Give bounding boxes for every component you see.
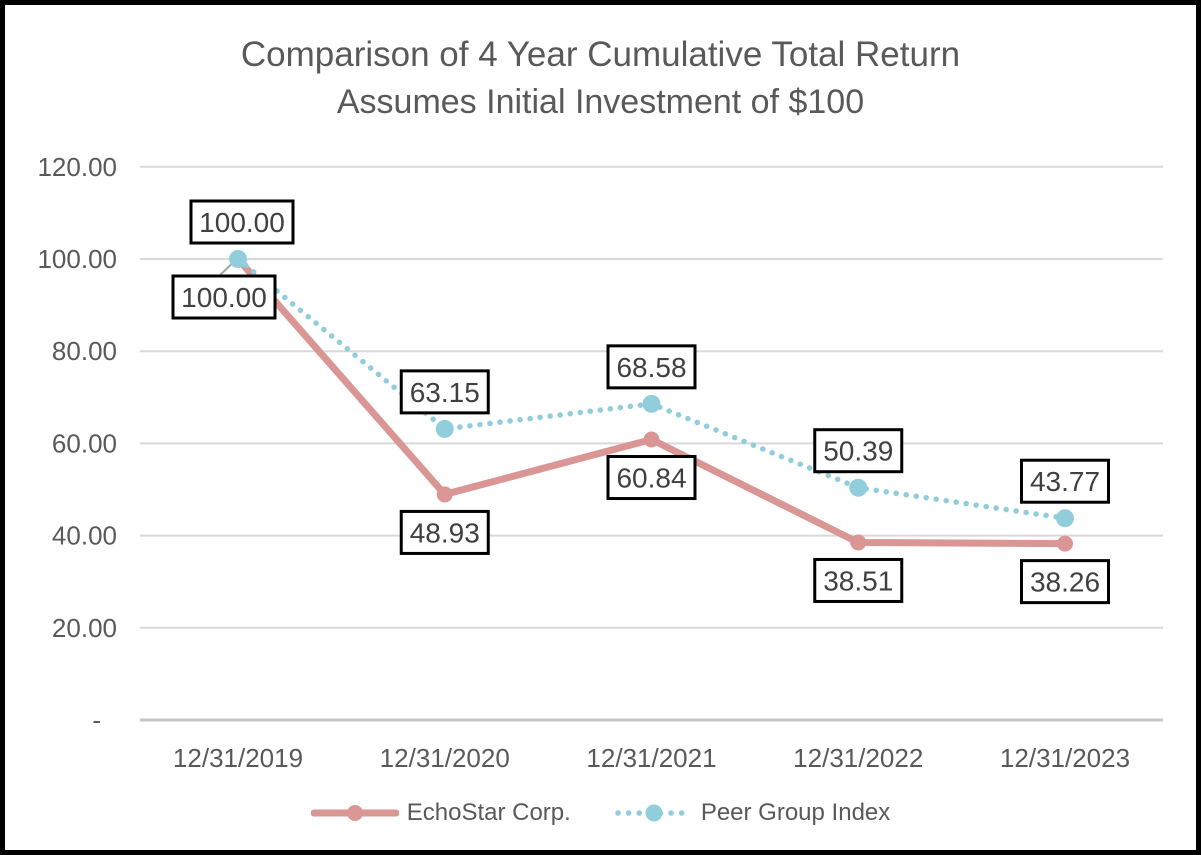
data-label: 60.84	[616, 463, 686, 494]
y-tick-label: 20.00	[52, 613, 117, 643]
data-point-echostar	[1057, 535, 1073, 552]
data-label-box	[813, 428, 904, 474]
data-label: 68.58	[616, 352, 686, 383]
data-label: 50.39	[823, 436, 893, 467]
x-tick-label: 12/31/2020	[380, 743, 510, 773]
legend-item-echostar: EchoStar Corp.	[310, 799, 571, 827]
y-tick-label: 40.00	[52, 521, 117, 551]
data-label: 38.51	[823, 565, 893, 596]
data-label: 100.00	[181, 282, 267, 313]
y-tick-label: 120.00	[37, 152, 117, 182]
data-label: 63.15	[410, 377, 480, 408]
y-tick-label: 100.00	[37, 244, 117, 274]
data-label-box	[813, 557, 904, 603]
data-point-peer-group	[642, 394, 661, 413]
legend-label-echostar: EchoStar Corp.	[406, 799, 571, 826]
y-tick-label: 60.00	[52, 428, 117, 458]
echostar-solid-line-icon	[310, 805, 399, 821]
data-point-peer-group	[1056, 509, 1074, 528]
peer-dotted-line-icon	[615, 804, 693, 822]
legend: EchoStar Corp. Peer Group Index	[5, 794, 1196, 832]
data-label-box	[1020, 458, 1110, 504]
data-label-box	[399, 369, 490, 415]
data-label-box	[171, 274, 277, 320]
data-label: 100.00	[199, 207, 285, 238]
data-label: 43.77	[1030, 466, 1100, 497]
data-point-peer-group	[849, 478, 868, 497]
data-label-box	[1020, 559, 1110, 605]
data-point-peer-group	[435, 419, 454, 438]
data-label: 38.26	[1030, 567, 1100, 598]
x-tick-label: 12/31/2019	[173, 743, 303, 773]
data-point-echostar	[643, 431, 660, 448]
x-tick-label: 12/31/2021	[586, 743, 716, 773]
data-point-echostar	[850, 534, 867, 551]
chart-subtitle: Assumes Initial Investment of $100	[336, 83, 865, 121]
y-tick-label: -	[92, 705, 101, 735]
x-tick-label: 12/31/2023	[1000, 743, 1130, 773]
chart-title: Comparison of 4 Year Cumulative Total Re…	[240, 35, 961, 74]
x-tick-label: 12/31/2022	[793, 743, 923, 773]
data-label-box	[189, 199, 295, 245]
legend-label-peer-group: Peer Group Index	[700, 799, 891, 826]
data-label-box	[606, 455, 697, 501]
data-point-echostar	[436, 486, 453, 503]
data-point-peer-group	[229, 250, 247, 268]
y-tick-label: 80.00	[52, 336, 117, 366]
legend-item-peer-group: Peer Group Index	[613, 799, 890, 827]
data-label: 48.93	[410, 517, 480, 548]
data-label-box	[606, 344, 697, 390]
data-label-box	[399, 509, 490, 555]
plot-area: 120.00 100.00 80.00 60.00 40.00 20.00 - 12/31/2…	[37, 152, 1163, 773]
